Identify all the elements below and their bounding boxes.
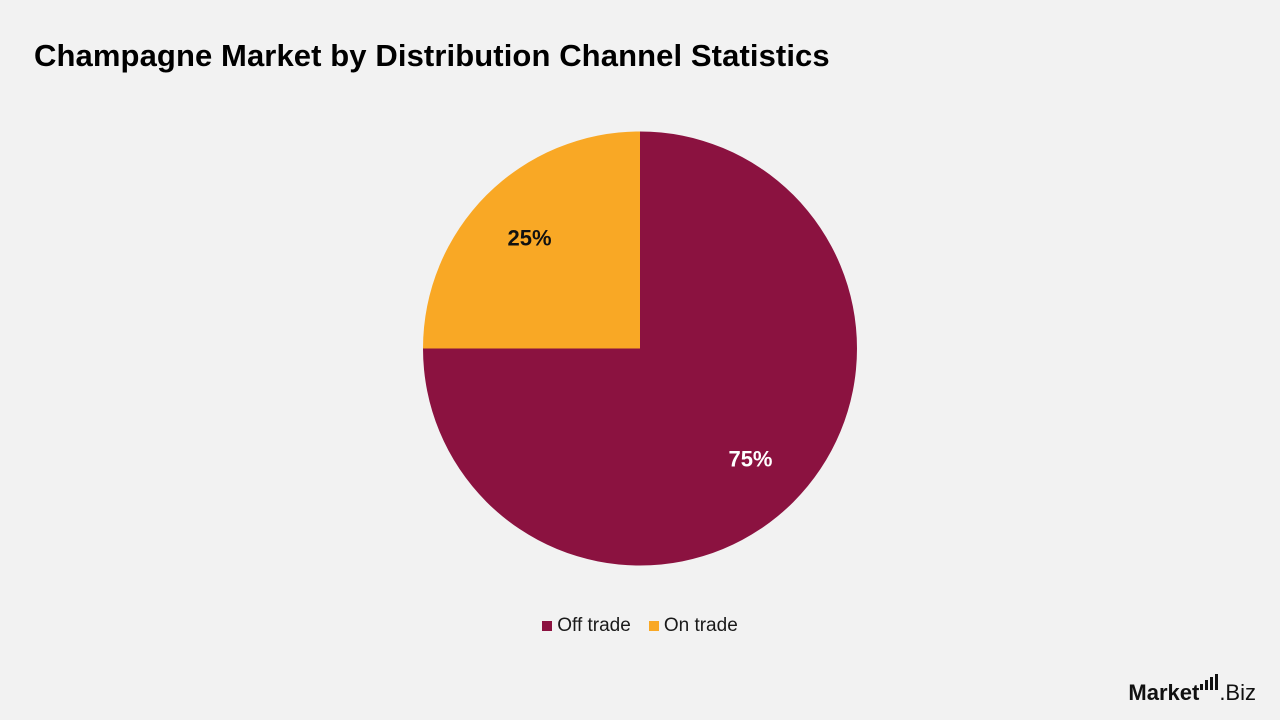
legend-swatch-off-trade — [542, 621, 553, 631]
brand-suffix: .Biz — [1219, 680, 1256, 705]
brand-word: Market — [1128, 680, 1200, 705]
legend-label-off-trade: Off trade — [557, 615, 631, 636]
data-label-off-trade: 75% — [728, 446, 772, 471]
brand-logo: Market .Biz — [1128, 674, 1256, 706]
legend-item-off-trade: Off trade — [542, 615, 631, 637]
bar-chart-icon — [1200, 674, 1219, 690]
legend-swatch-on-trade — [648, 621, 659, 631]
chart-legend: Off trade On trade — [0, 615, 1280, 637]
legend-item-on-trade: On trade — [648, 615, 738, 637]
pie-slice-on-trade — [423, 131, 640, 349]
data-label-on-trade: 25% — [507, 226, 551, 251]
legend-label-on-trade: On trade — [663, 615, 738, 636]
chart-title: Champagne Market by Distribution Channel… — [34, 38, 830, 73]
